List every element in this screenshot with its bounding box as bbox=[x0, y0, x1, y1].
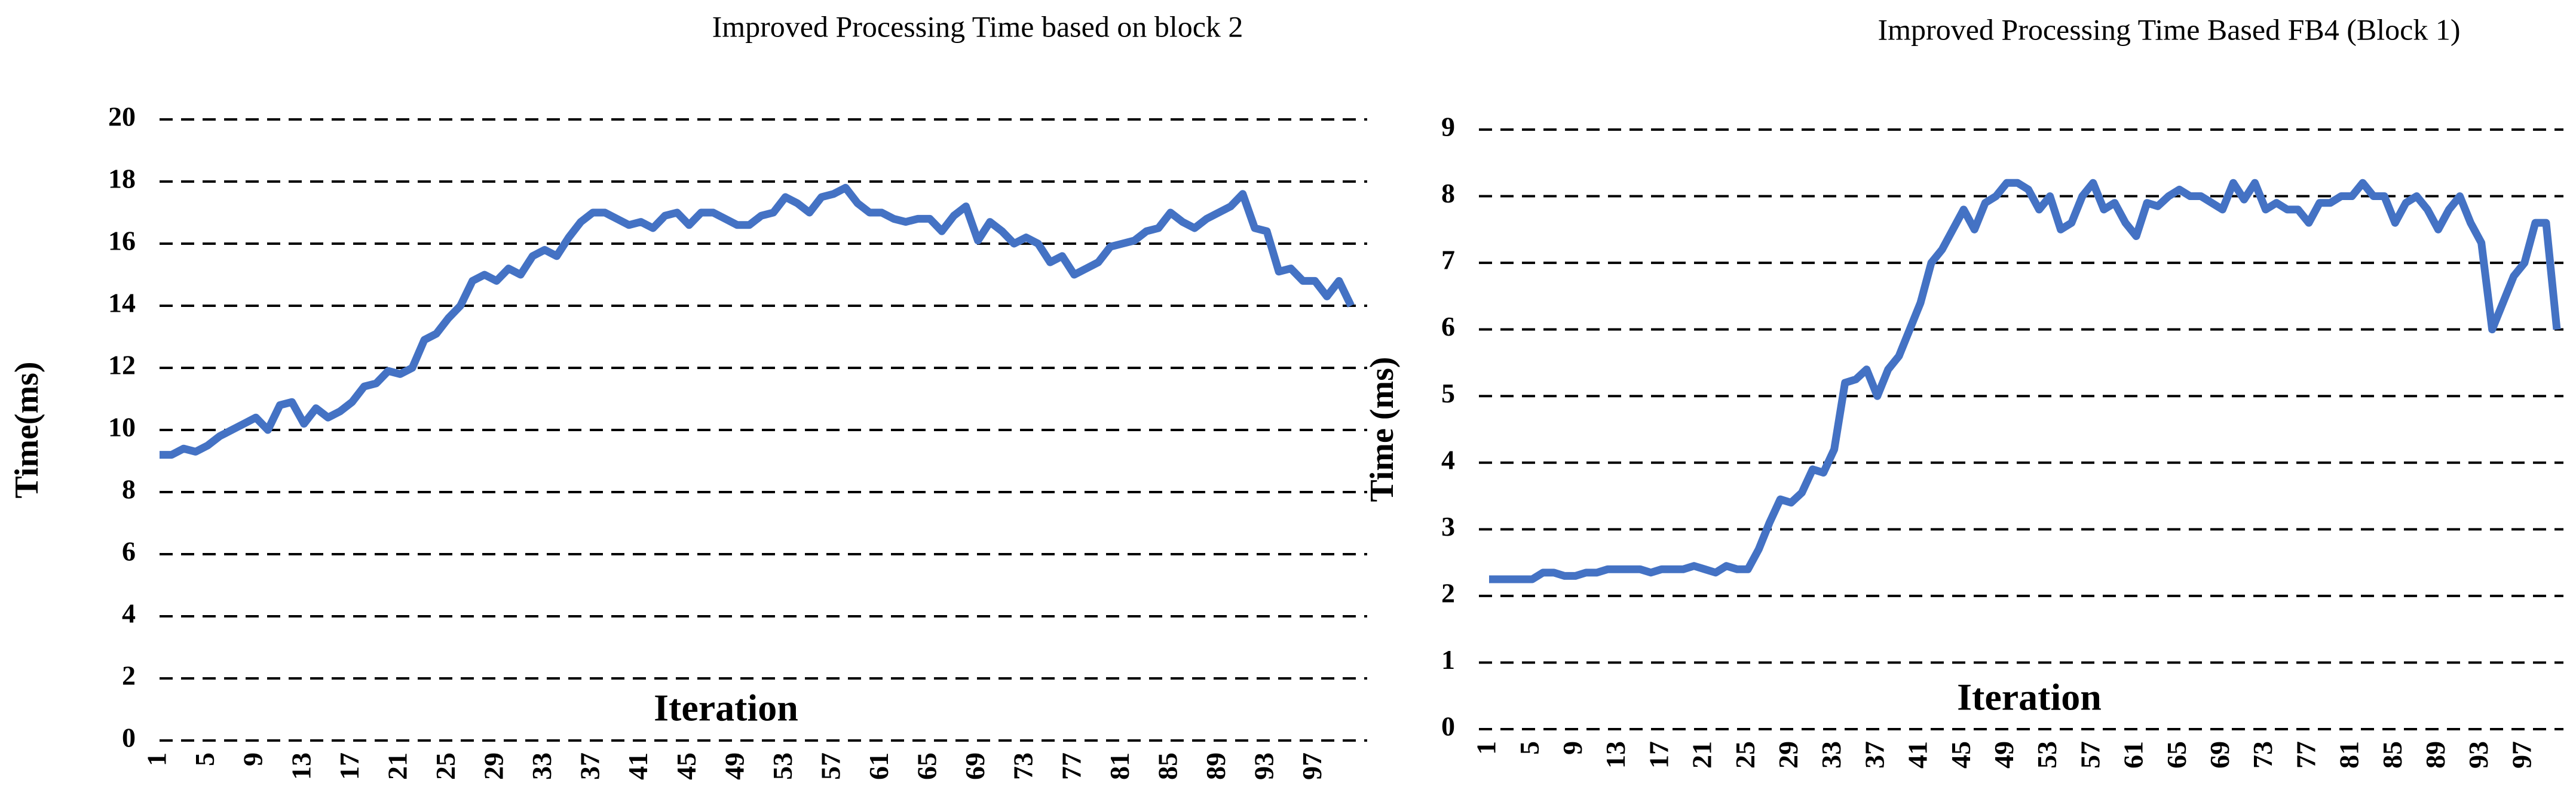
x-tick-label: 9 bbox=[1557, 741, 1588, 755]
y-tick-label: 0 bbox=[122, 723, 136, 753]
x-tick-label: 29 bbox=[479, 752, 509, 780]
x-tick-label: 17 bbox=[1643, 741, 1674, 769]
y-tick-label: 6 bbox=[1441, 311, 1455, 342]
x-tick-label: 65 bbox=[2161, 741, 2192, 769]
x-tick-label: 73 bbox=[1008, 752, 1039, 780]
x-tick-label: 85 bbox=[2377, 741, 2407, 769]
x-tick-label: 17 bbox=[334, 752, 365, 780]
y-axis-label: Time(ms) bbox=[8, 361, 45, 498]
y-tick-label: 2 bbox=[122, 660, 136, 691]
y-tick-label: 4 bbox=[1441, 444, 1455, 475]
y-tick-label: 14 bbox=[108, 288, 136, 318]
y-tick-label: 8 bbox=[1441, 178, 1455, 208]
x-tick-label: 69 bbox=[960, 752, 990, 780]
x-tick-label: 49 bbox=[1989, 741, 2019, 769]
x-tick-label: 29 bbox=[1773, 741, 1803, 769]
x-tick-label: 9 bbox=[238, 752, 268, 766]
y-axis-label: Time (ms) bbox=[1364, 357, 1401, 502]
x-tick-label: 77 bbox=[1056, 752, 1086, 780]
x-tick-label: 57 bbox=[815, 752, 846, 780]
y-tick-label: 20 bbox=[108, 102, 136, 132]
data-line bbox=[160, 183, 1355, 459]
y-tick-label: 0 bbox=[1441, 711, 1455, 742]
x-tick-label: 45 bbox=[671, 752, 702, 780]
x-axis-label: Iteration bbox=[1957, 676, 2102, 718]
x-tick-label: 57 bbox=[2075, 741, 2105, 769]
x-tick-label: 41 bbox=[623, 752, 653, 780]
y-tick-label: 7 bbox=[1441, 245, 1455, 275]
x-axis-label: Iteration bbox=[654, 687, 798, 729]
x-tick-label: 53 bbox=[2032, 741, 2062, 769]
x-tick-label: 13 bbox=[286, 752, 316, 780]
x-tick-label: 49 bbox=[719, 752, 749, 780]
x-tick-label: 37 bbox=[575, 752, 605, 780]
x-tick-label: 25 bbox=[430, 752, 461, 780]
y-tick-label: 5 bbox=[1441, 378, 1455, 408]
y-tick-label: 10 bbox=[108, 412, 136, 443]
y-tick-label: 4 bbox=[122, 598, 136, 629]
x-tick-label: 85 bbox=[1152, 752, 1183, 780]
data-line bbox=[1489, 179, 2561, 583]
chart-title: Improved Processing Time Based FB4 (Bloc… bbox=[1878, 13, 2461, 46]
x-tick-label: 5 bbox=[1514, 741, 1545, 755]
x-tick-label: 45 bbox=[1946, 741, 1976, 769]
x-tick-label: 53 bbox=[767, 752, 798, 780]
x-tick-label: 41 bbox=[1903, 741, 1933, 769]
x-tick-label: 61 bbox=[2118, 741, 2149, 769]
chart-title: Improved Processing Time based on block … bbox=[712, 10, 1243, 43]
x-tick-label: 97 bbox=[2506, 741, 2537, 769]
x-tick-label: 93 bbox=[2463, 741, 2494, 769]
y-tick-label: 3 bbox=[1441, 511, 1455, 542]
x-tick-label: 25 bbox=[1730, 741, 1760, 769]
x-tick-label: 13 bbox=[1600, 741, 1631, 769]
x-tick-label: 5 bbox=[189, 752, 220, 766]
x-tick-label: 33 bbox=[526, 752, 557, 780]
x-tick-label: 1 bbox=[142, 752, 172, 766]
y-tick-label: 2 bbox=[1441, 577, 1455, 608]
x-tick-label: 97 bbox=[1297, 752, 1327, 780]
x-tick-label: 61 bbox=[863, 752, 894, 780]
x-tick-label: 1 bbox=[1471, 741, 1502, 755]
y-tick-label: 1 bbox=[1441, 644, 1455, 675]
x-tick-label: 69 bbox=[2204, 741, 2235, 769]
y-tick-label: 8 bbox=[122, 474, 136, 505]
x-tick-label: 89 bbox=[1200, 752, 1231, 780]
x-tick-label: 73 bbox=[2247, 741, 2278, 769]
x-tick-label: 89 bbox=[2420, 741, 2451, 769]
y-tick-label: 9 bbox=[1441, 112, 1455, 142]
x-tick-label: 81 bbox=[1104, 752, 1135, 780]
x-tick-label: 65 bbox=[912, 752, 942, 780]
x-tick-label: 37 bbox=[1859, 741, 1889, 769]
x-tick-label: 21 bbox=[382, 752, 412, 780]
x-tick-label: 77 bbox=[2290, 741, 2321, 769]
y-tick-label: 12 bbox=[108, 350, 136, 380]
y-tick-label: 18 bbox=[108, 164, 136, 194]
x-tick-label: 33 bbox=[1816, 741, 1846, 769]
x-tick-label: 81 bbox=[2334, 741, 2364, 769]
y-tick-label: 6 bbox=[122, 536, 136, 567]
y-tick-label: 16 bbox=[108, 226, 136, 256]
x-tick-label: 21 bbox=[1687, 741, 1717, 769]
x-tick-label: 93 bbox=[1249, 752, 1279, 780]
